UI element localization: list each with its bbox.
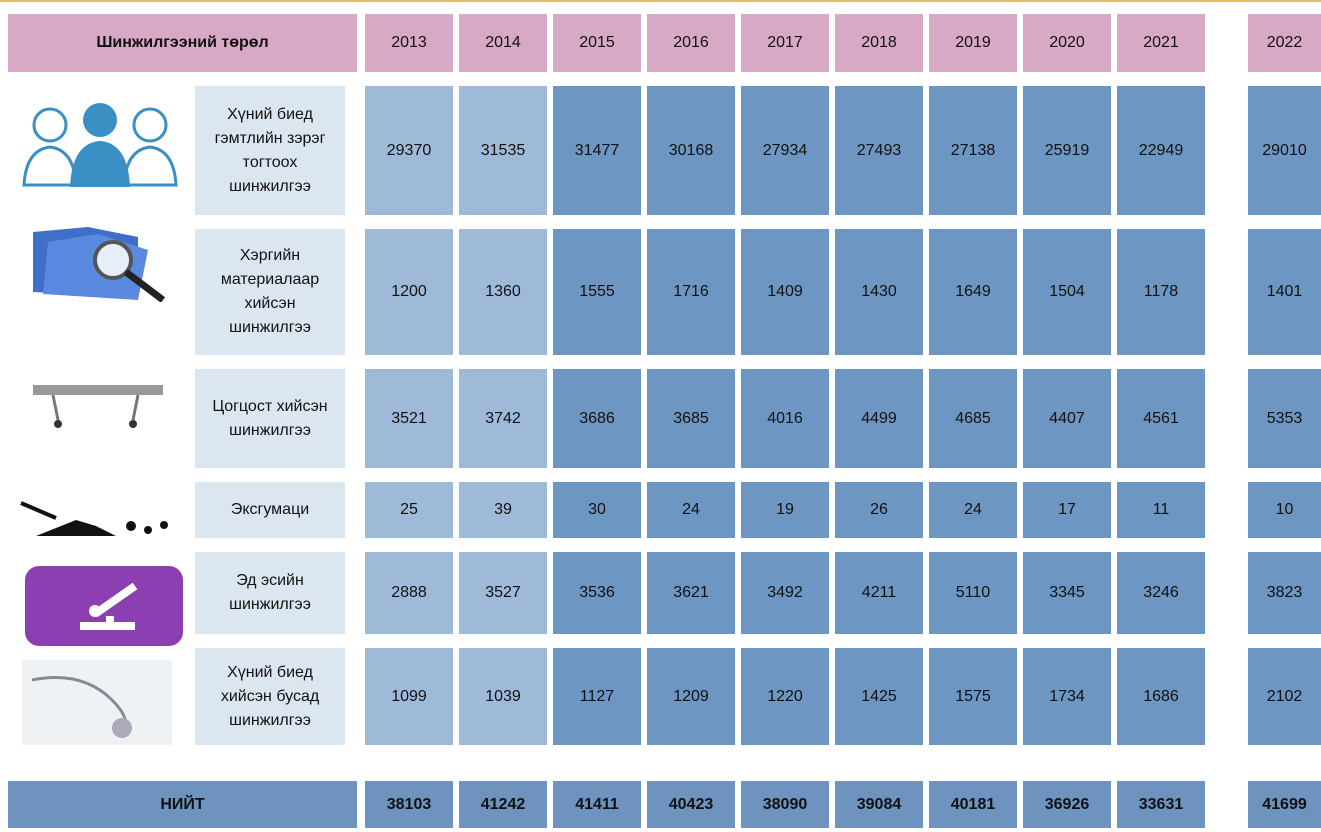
- year-header: 2020: [1023, 14, 1111, 72]
- value-cell: 26: [835, 482, 923, 538]
- value-cell: 3345: [1023, 552, 1111, 634]
- value-cell: 22949: [1117, 86, 1205, 215]
- value-cell: 4016: [741, 369, 829, 468]
- value-cell: 3742: [459, 369, 547, 468]
- year-header: 2019: [929, 14, 1017, 72]
- total-cell: 40181: [929, 781, 1017, 828]
- value-cell: 31477: [553, 86, 641, 215]
- value-cell: 1425: [835, 648, 923, 745]
- value-cell: 29370: [365, 86, 453, 215]
- row-label: Цогцост хийсэн шинжилгээ: [195, 369, 345, 468]
- microscope-icon: [25, 566, 183, 646]
- value-cell: 3823: [1248, 552, 1321, 634]
- value-cell: 1209: [647, 648, 735, 745]
- value-cell: 10: [1248, 482, 1321, 538]
- value-cell: 1099: [365, 648, 453, 745]
- value-cell: 27138: [929, 86, 1017, 215]
- row-label: Хүний биед хийсэн бусад шинжилгээ: [195, 648, 345, 745]
- value-cell: 19: [741, 482, 829, 538]
- value-cell: 31535: [459, 86, 547, 215]
- value-cell: 3492: [741, 552, 829, 634]
- value-cell: 27493: [835, 86, 923, 215]
- value-cell: 25: [365, 482, 453, 538]
- stethoscope-icon: [22, 660, 172, 745]
- value-cell: 3536: [553, 552, 641, 634]
- value-cell: 1200: [365, 229, 453, 355]
- value-cell: 39: [459, 482, 547, 538]
- total-cell: 39084: [835, 781, 923, 828]
- value-cell: 1178: [1117, 229, 1205, 355]
- value-cell: 30168: [647, 86, 735, 215]
- value-cell: 1555: [553, 229, 641, 355]
- folders-icon: [33, 227, 166, 302]
- total-cell: 38103: [365, 781, 453, 828]
- row-label: Эд эсийн шинжилгээ: [195, 552, 345, 634]
- year-header: 2022: [1248, 14, 1321, 72]
- value-cell: 4561: [1117, 369, 1205, 468]
- value-cell: 25919: [1023, 86, 1111, 215]
- year-header: 2017: [741, 14, 829, 72]
- header-title: Шинжилгээний төрөл: [8, 14, 357, 72]
- value-cell: 1716: [647, 229, 735, 355]
- value-cell: 11: [1117, 482, 1205, 538]
- year-header: 2015: [553, 14, 641, 72]
- value-cell: 3685: [647, 369, 735, 468]
- value-cell: 1430: [835, 229, 923, 355]
- value-cell: 4685: [929, 369, 1017, 468]
- value-cell: 3521: [365, 369, 453, 468]
- year-header: 2013: [365, 14, 453, 72]
- value-cell: 1127: [553, 648, 641, 745]
- row-label: Хэргийн материалаар хийсэн шинжилгээ: [195, 229, 345, 355]
- value-cell: 5110: [929, 552, 1017, 634]
- year-header: 2018: [835, 14, 923, 72]
- value-cell: 1575: [929, 648, 1017, 745]
- value-cell: 3621: [647, 552, 735, 634]
- value-cell: 3246: [1117, 552, 1205, 634]
- value-cell: 29010: [1248, 86, 1321, 215]
- total-cell: 40423: [647, 781, 735, 828]
- total-cell: 41699: [1248, 781, 1321, 828]
- total-cell: 33631: [1117, 781, 1205, 828]
- year-header: 2021: [1117, 14, 1205, 72]
- value-cell: 27934: [741, 86, 829, 215]
- value-cell: 2102: [1248, 648, 1321, 745]
- total-cell: 36926: [1023, 781, 1111, 828]
- value-cell: 5353: [1248, 369, 1321, 468]
- value-cell: 1409: [741, 229, 829, 355]
- total-cell: 38090: [741, 781, 829, 828]
- value-cell: 30: [553, 482, 641, 538]
- value-cell: 1504: [1023, 229, 1111, 355]
- value-cell: 1734: [1023, 648, 1111, 745]
- year-header: 2016: [647, 14, 735, 72]
- value-cell: 4211: [835, 552, 923, 634]
- stretcher-icon: [33, 385, 163, 428]
- value-cell: 4499: [835, 369, 923, 468]
- value-cell: 1649: [929, 229, 1017, 355]
- value-cell: 24: [647, 482, 735, 538]
- value-cell: 24: [929, 482, 1017, 538]
- total-label: НИЙТ: [8, 781, 357, 828]
- value-cell: 3527: [459, 552, 547, 634]
- value-cell: 1360: [459, 229, 547, 355]
- value-cell: 1039: [459, 648, 547, 745]
- year-header: 2014: [459, 14, 547, 72]
- value-cell: 1686: [1117, 648, 1205, 745]
- top-rule: [0, 0, 1321, 2]
- value-cell: 3686: [553, 369, 641, 468]
- row-label: Эксгумаци: [195, 482, 345, 538]
- total-cell: 41411: [553, 781, 641, 828]
- exhumation-icon: [20, 501, 168, 536]
- value-cell: 1401: [1248, 229, 1321, 355]
- value-cell: 1220: [741, 648, 829, 745]
- row-label: Хүний биед гэмтлийн зэрэг тогтоох шинжил…: [195, 86, 345, 215]
- total-cell: 41242: [459, 781, 547, 828]
- value-cell: 2888: [365, 552, 453, 634]
- doctors-icon: [22, 103, 178, 187]
- value-cell: 4407: [1023, 369, 1111, 468]
- value-cell: 17: [1023, 482, 1111, 538]
